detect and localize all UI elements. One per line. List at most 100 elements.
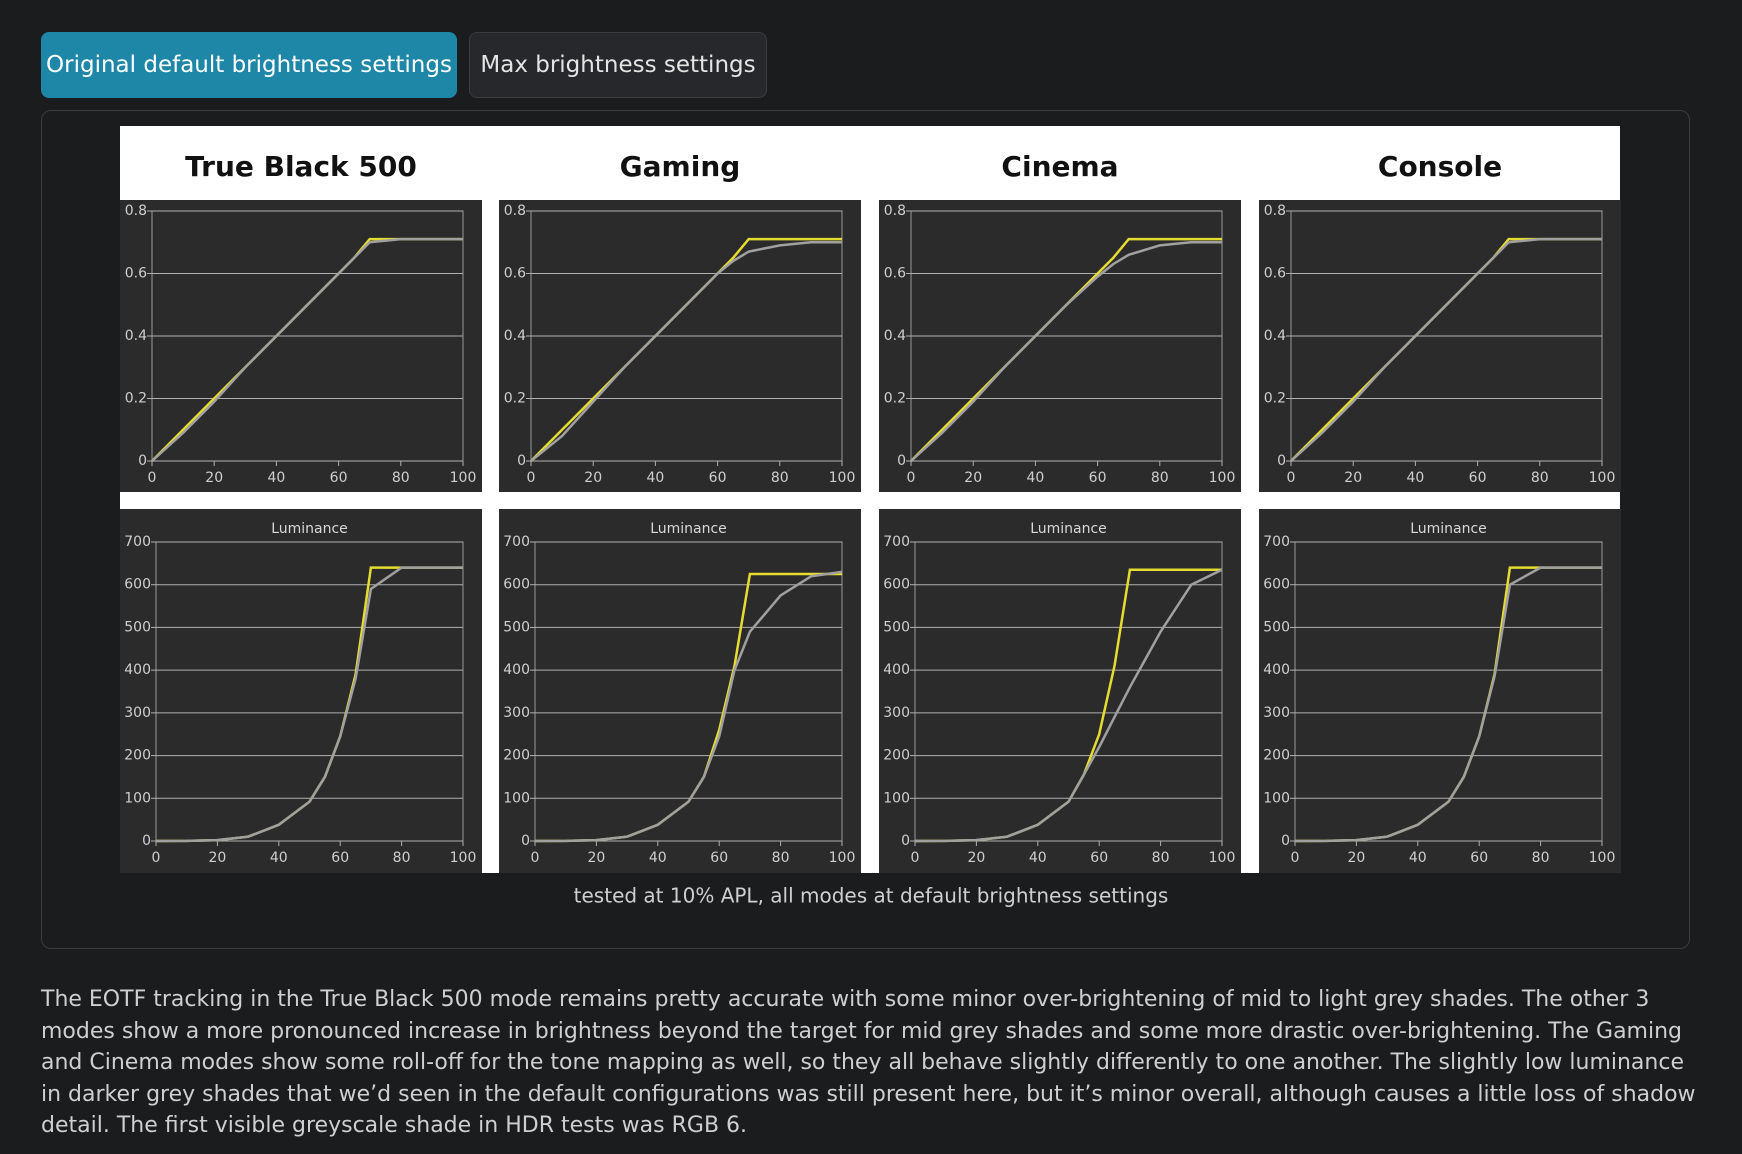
y-tick-label: 400 <box>503 662 530 678</box>
x-tick-label: 40 <box>267 470 285 486</box>
chart-background <box>879 509 1241 873</box>
x-tick-label: 60 <box>1469 470 1487 486</box>
x-tick-label: 0 <box>531 850 540 866</box>
y-tick-label: 600 <box>503 577 530 593</box>
y-tick-label: 200 <box>883 748 910 764</box>
y-tick-label: 500 <box>124 619 151 635</box>
x-tick-label: 0 <box>1287 470 1296 486</box>
y-tick-label: 500 <box>883 619 910 635</box>
paragraph: The EOTF tracking in the True Black 500 … <box>41 987 1696 1138</box>
y-tick-label: 300 <box>883 705 910 721</box>
y-tick-label: 200 <box>1263 748 1290 764</box>
x-tick-label: 20 <box>208 850 226 866</box>
x-tick-label: 20 <box>1344 470 1362 486</box>
y-tick-label: 0.2 <box>504 391 526 407</box>
y-tick-label: 0.8 <box>125 203 147 219</box>
y-tick-label: 0 <box>138 453 147 469</box>
x-tick-label: 100 <box>1209 470 1236 486</box>
y-tick-label: 0.4 <box>125 328 147 344</box>
y-tick-label: 600 <box>883 577 910 593</box>
y-tick-label: 0.4 <box>504 328 526 344</box>
x-tick-label: 0 <box>911 850 920 866</box>
x-tick-label: 0 <box>1291 850 1300 866</box>
tab[interactable]: Original default brightness settings <box>41 32 457 98</box>
data-line <box>151 237 463 462</box>
x-tick-label: 80 <box>771 470 789 486</box>
panel <box>41 110 1690 949</box>
x-tick-label: 100 <box>1589 470 1616 486</box>
y-tick-label: 0.6 <box>504 266 526 282</box>
y-tick-label: 0.2 <box>125 391 147 407</box>
chart-title: Luminance <box>1030 521 1107 537</box>
y-tick-label: 0 <box>142 833 151 849</box>
y-tick-label: 0 <box>1277 453 1286 469</box>
x-tick-label: 80 <box>1532 850 1550 866</box>
chart-title: Luminance <box>650 521 727 537</box>
x-tick-label: 20 <box>964 470 982 486</box>
x-tick-label: 100 <box>829 470 856 486</box>
x-tick-label: 40 <box>649 850 667 866</box>
y-tick-label: 0.8 <box>884 203 906 219</box>
y-tick-label: 500 <box>1263 619 1290 635</box>
x-tick-label: 0 <box>907 470 916 486</box>
caption: tested at 10% APL, all modes at default … <box>574 884 1169 908</box>
x-tick-label: 0 <box>148 470 157 486</box>
x-tick-label: 100 <box>1589 850 1616 866</box>
x-tick-label: 20 <box>587 850 605 866</box>
y-tick-label: 300 <box>124 705 151 721</box>
data-line <box>1290 237 1602 462</box>
y-tick-label: 0.4 <box>1264 328 1286 344</box>
x-tick-label: 60 <box>1470 850 1488 866</box>
x-tick-label: 40 <box>1409 850 1427 866</box>
y-tick-label: 100 <box>124 790 151 806</box>
y-tick-label: 0 <box>897 453 906 469</box>
x-tick-label: 60 <box>710 850 728 866</box>
y-tick-label: 700 <box>503 534 530 550</box>
y-tick-label: 600 <box>124 577 151 593</box>
data-line <box>155 566 463 843</box>
x-tick-label: 80 <box>772 850 790 866</box>
y-tick-label: 0.8 <box>504 203 526 219</box>
y-tick-label: 0.2 <box>884 391 906 407</box>
x-tick-label: 80 <box>1152 850 1170 866</box>
y-tick-label: 700 <box>124 534 151 550</box>
x-tick-label: 40 <box>1026 470 1044 486</box>
panel-title: True Black 500 <box>185 150 417 183</box>
x-tick-label: 80 <box>393 850 411 866</box>
x-tick-label: 40 <box>646 470 664 486</box>
chart-background <box>120 200 482 492</box>
data-line <box>530 241 842 462</box>
y-tick-label: 400 <box>1263 662 1290 678</box>
tab[interactable]: Max brightness settings <box>469 32 767 98</box>
chart-title: Luminance <box>1410 521 1487 537</box>
x-tick-label: 100 <box>450 850 477 866</box>
y-tick-label: 400 <box>883 662 910 678</box>
x-tick-label: 60 <box>330 470 348 486</box>
y-tick-label: 0 <box>901 833 910 849</box>
y-tick-label: 100 <box>1263 790 1290 806</box>
y-tick-label: 0 <box>521 833 530 849</box>
x-tick-label: 60 <box>1090 850 1108 866</box>
chart-background <box>1259 509 1621 873</box>
x-tick-label: 20 <box>967 850 985 866</box>
y-tick-label: 100 <box>503 790 530 806</box>
y-tick-label: 700 <box>1263 534 1290 550</box>
x-tick-label: 20 <box>205 470 223 486</box>
y-tick-label: 100 <box>883 790 910 806</box>
y-tick-label: 0.4 <box>884 328 906 344</box>
data-line <box>914 568 1223 843</box>
y-tick-label: 0.6 <box>125 266 147 282</box>
chart-background <box>499 509 861 873</box>
chart-background <box>499 200 861 492</box>
data-line <box>534 570 843 843</box>
y-tick-label: 0.6 <box>884 266 906 282</box>
y-tick-label: 0.8 <box>1264 203 1286 219</box>
panel-title: Cinema <box>1001 150 1118 183</box>
y-tick-label: 0 <box>517 453 526 469</box>
chart-title: Luminance <box>271 521 348 537</box>
x-tick-label: 100 <box>829 850 856 866</box>
data-line <box>910 241 1222 462</box>
y-tick-label: 400 <box>124 662 151 678</box>
